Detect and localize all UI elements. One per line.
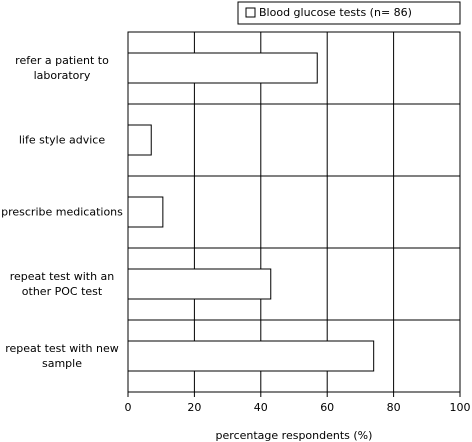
y-tick-label: repeat test with an other POC test — [9, 270, 115, 298]
x-axis-label: percentage respondents (%) — [216, 429, 373, 442]
x-tick-label: 20 — [187, 401, 201, 414]
legend-label: Blood glucose tests (n= 86) — [259, 6, 412, 19]
bar — [127, 340, 375, 372]
x-tick-label: 100 — [450, 401, 471, 414]
legend-swatch — [245, 7, 256, 18]
bar — [127, 124, 152, 156]
x-tick-label: 80 — [387, 401, 401, 414]
bar — [127, 268, 272, 300]
x-tick-label: 60 — [320, 401, 334, 414]
bar — [127, 52, 318, 84]
x-tick-label: 0 — [125, 401, 132, 414]
y-tick-label: life style advice — [18, 133, 106, 147]
y-tick-label: repeat test with new sample — [5, 342, 119, 370]
plot-frame — [127, 31, 461, 393]
x-tick-label: 40 — [254, 401, 268, 414]
legend-box — [237, 1, 461, 25]
y-tick-label: prescribe medications — [1, 205, 123, 219]
y-tick-label: refer a patient to laboratory — [15, 54, 109, 82]
bar — [127, 196, 164, 228]
